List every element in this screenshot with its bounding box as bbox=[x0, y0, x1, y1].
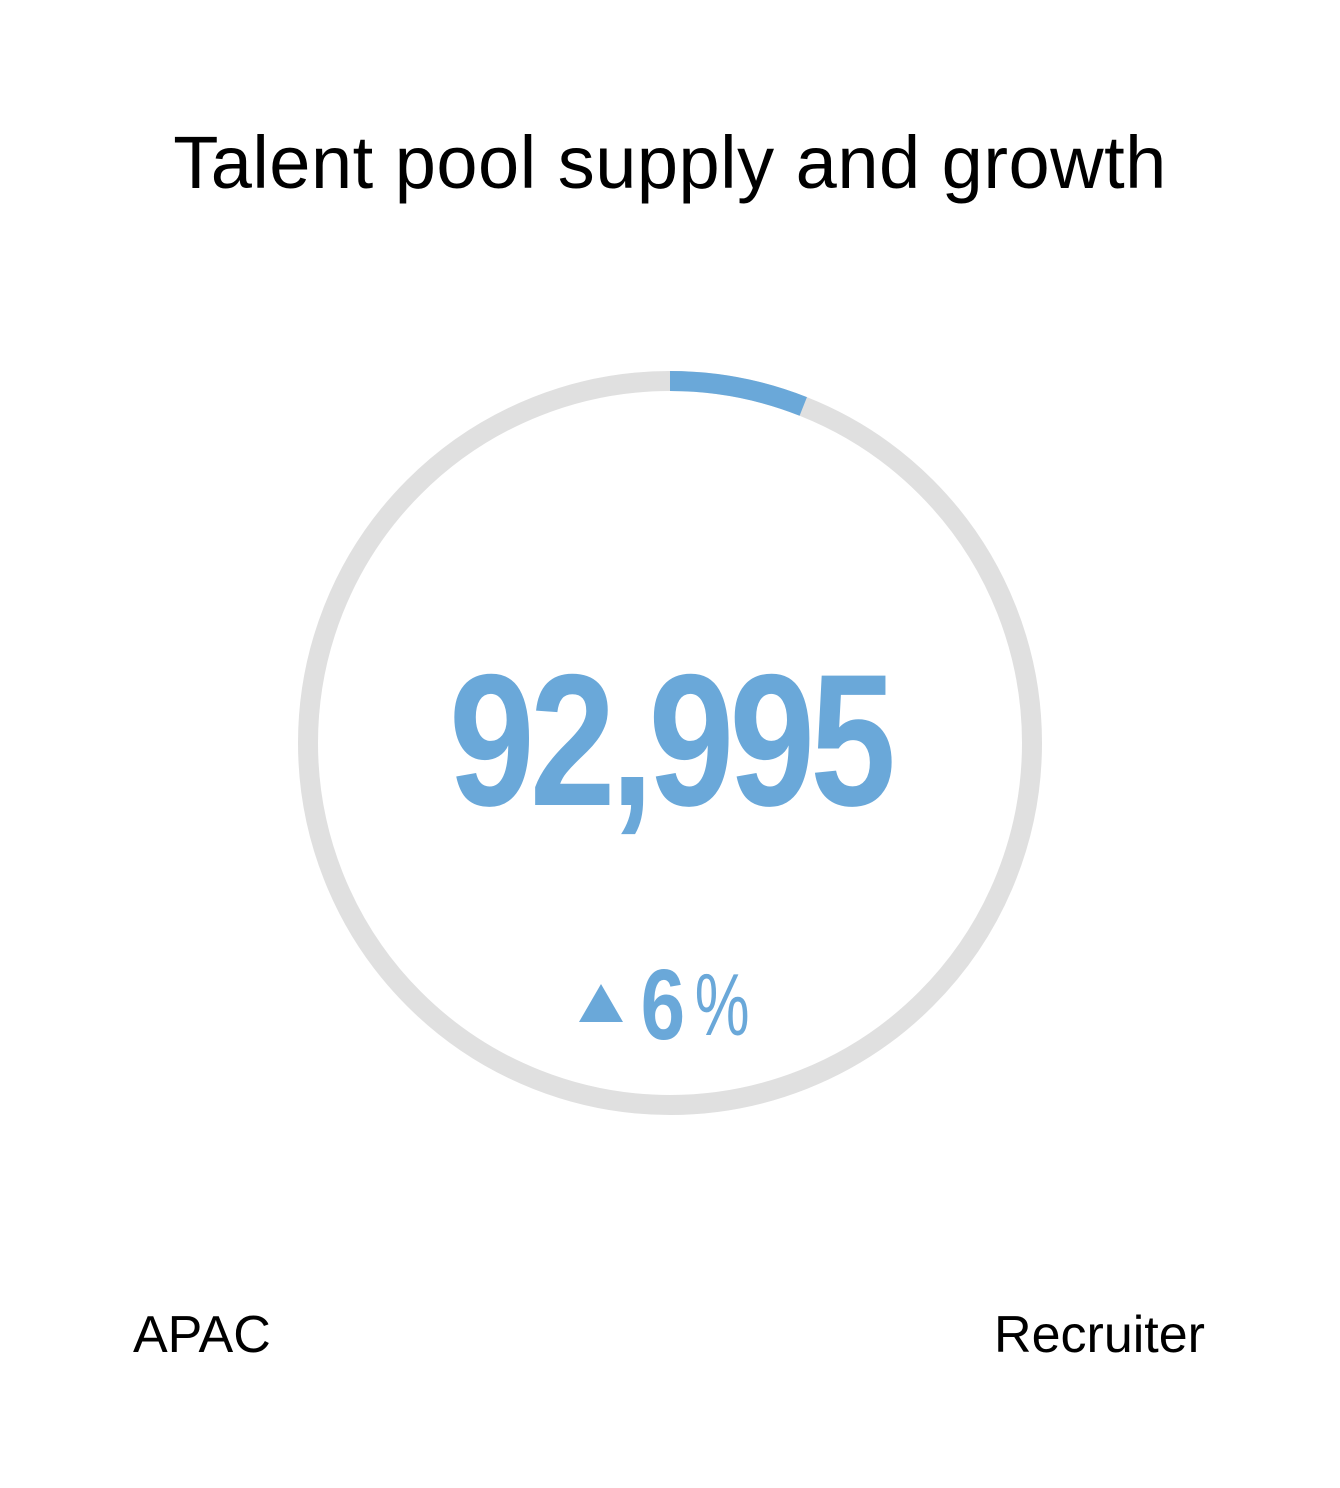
role-label: Recruiter bbox=[994, 1306, 1205, 1364]
progress-ring-arc bbox=[298, 371, 1042, 1115]
widget-title: Talent pool supply and growth bbox=[173, 121, 1167, 204]
region-label: APAC bbox=[133, 1306, 271, 1364]
growth-value: 6 bbox=[640, 949, 686, 1061]
growth-unit: % bbox=[694, 955, 750, 1054]
growth-indicator: 6% bbox=[0, 950, 1340, 1060]
progress-ring bbox=[298, 371, 1042, 1115]
talent-pool-count: 92,995 bbox=[448, 635, 896, 845]
triangle-up-icon bbox=[579, 984, 624, 1022]
